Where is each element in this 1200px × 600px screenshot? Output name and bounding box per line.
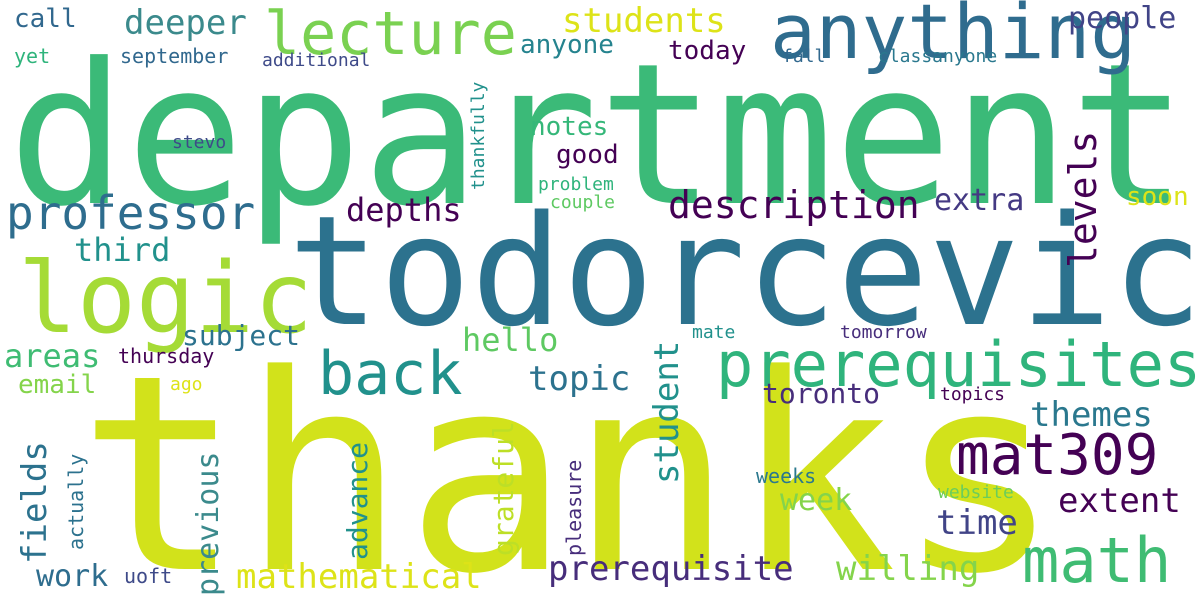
word: classanyone [878, 46, 998, 67]
word: prerequisites [716, 328, 1200, 401]
word: actually [64, 453, 88, 550]
word: fields [15, 441, 55, 564]
word: good [556, 140, 619, 170]
word: third [74, 231, 171, 269]
word: problem [538, 174, 614, 195]
word: stevo [172, 132, 227, 153]
word: back [318, 339, 463, 409]
word: grateful [487, 421, 520, 556]
word: toronto [762, 377, 881, 410]
word: themes [1030, 395, 1153, 435]
word: professor [6, 186, 256, 240]
word: prerequisite [548, 549, 794, 589]
word: mathematical [236, 557, 482, 597]
word: call [14, 4, 77, 34]
word: tomorrow [840, 322, 927, 343]
word: levels [1061, 130, 1105, 268]
word: topic [528, 359, 631, 399]
word: today [668, 36, 747, 66]
word: uoft [124, 564, 173, 588]
word: people [1068, 1, 1177, 36]
word: areas [4, 337, 101, 375]
word: advance [341, 441, 374, 560]
word: couple [550, 192, 616, 213]
word: september [120, 44, 229, 68]
word: weeks [756, 464, 817, 488]
word: deeper [124, 3, 247, 43]
word: depths [346, 191, 462, 229]
word: previous [191, 451, 226, 597]
word: hello [462, 321, 559, 359]
word: anyone [520, 30, 614, 60]
word: notes [530, 112, 609, 142]
word: thankfully [468, 81, 489, 190]
word: logic [18, 242, 314, 356]
word: thanks [78, 318, 1061, 600]
word: email [18, 370, 97, 400]
word: yet [14, 44, 51, 68]
word: description [668, 183, 920, 227]
word: anything [770, 0, 1137, 76]
word: topics [940, 384, 1006, 405]
word: work [36, 559, 109, 594]
word: ago [170, 374, 203, 395]
word: lecture [264, 0, 517, 69]
word: mate [692, 322, 736, 343]
word: time [936, 503, 1018, 543]
word: extra [934, 183, 1025, 218]
word: subject [182, 319, 301, 352]
word: thursday [118, 344, 215, 368]
word: soon [1126, 182, 1189, 212]
word: mat309 [956, 423, 1159, 488]
word: week [780, 483, 853, 518]
word: extent [1058, 481, 1181, 521]
word: fall [782, 46, 826, 67]
word: department [8, 22, 1189, 250]
word: pleasure [562, 459, 586, 556]
word: student [647, 340, 687, 484]
word: additional [262, 50, 371, 71]
word: todorcevic [288, 183, 1200, 360]
word: willing [836, 549, 980, 589]
word: website [938, 482, 1014, 503]
word: math [1022, 524, 1172, 597]
word: students [562, 1, 726, 41]
